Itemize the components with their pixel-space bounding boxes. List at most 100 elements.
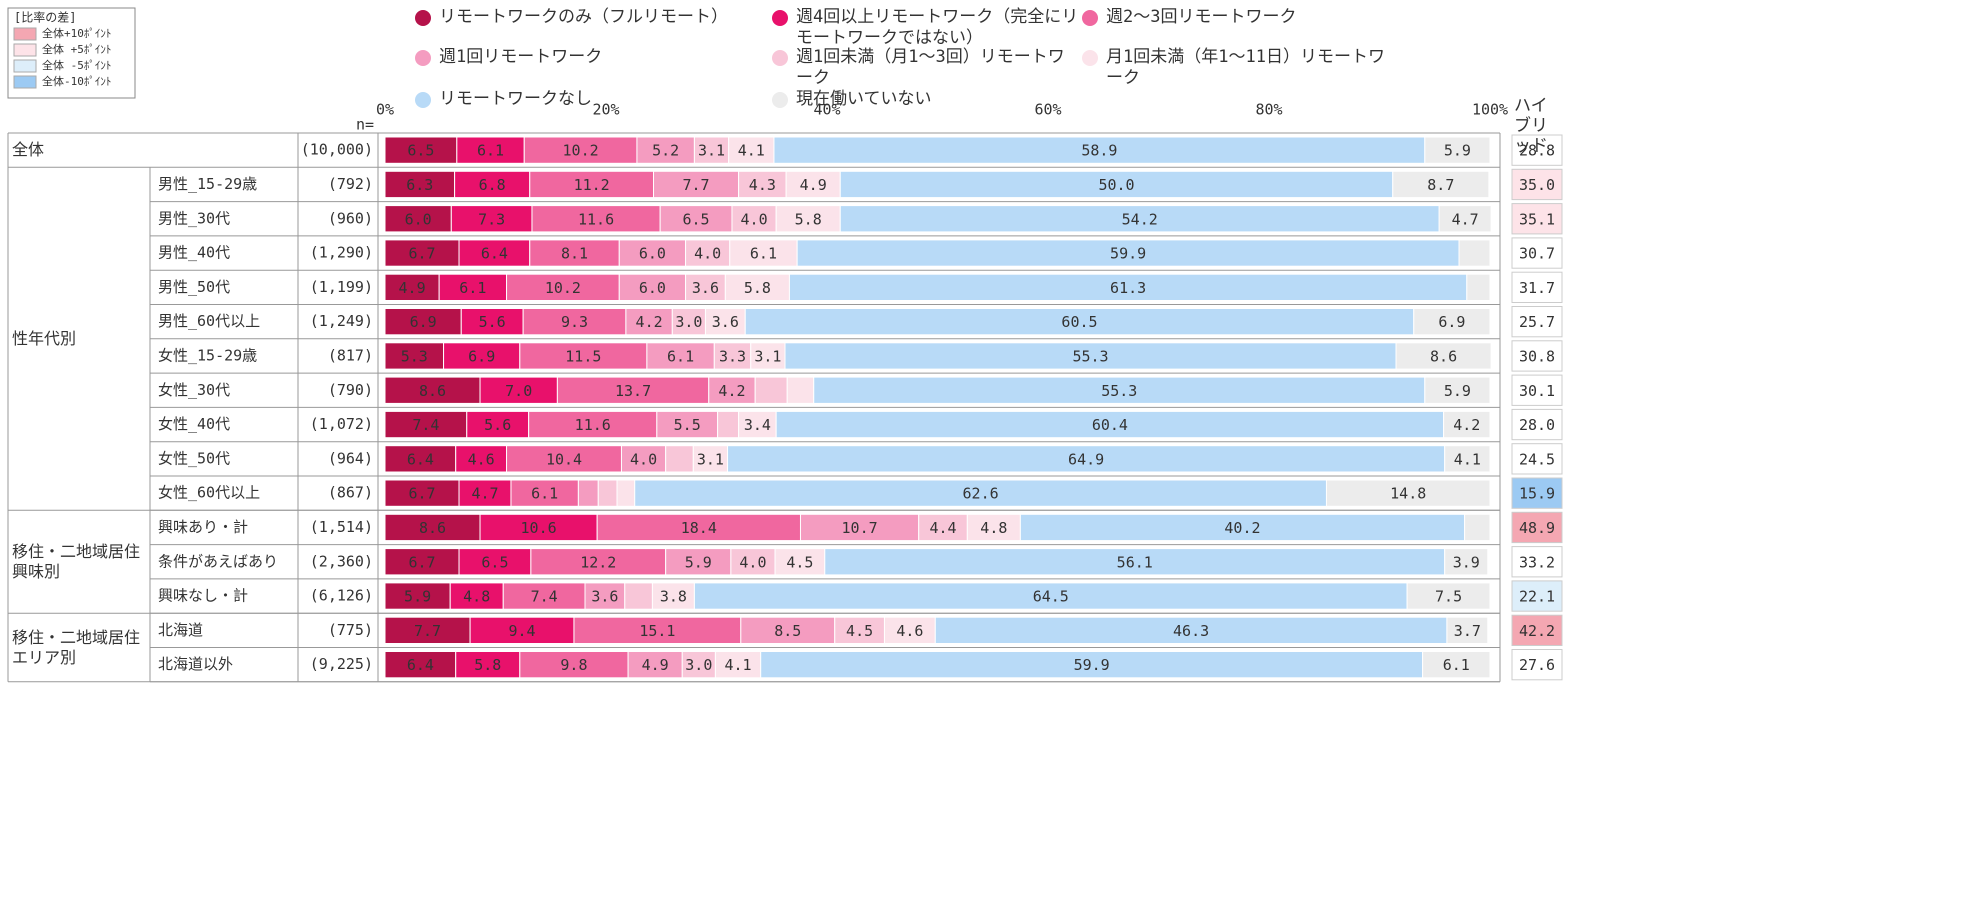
x-tick-label: 0% bbox=[376, 101, 394, 119]
hybrid-value: 28.0 bbox=[1519, 416, 1555, 434]
bar-segment bbox=[443, 342, 521, 370]
row-label: 男性_50代 bbox=[158, 278, 230, 296]
row-label: 興味あり・計 bbox=[158, 518, 248, 536]
bar-value-label: 4.2 bbox=[718, 382, 745, 400]
hybrid-cell bbox=[1511, 340, 1563, 372]
hybrid-cell bbox=[1511, 443, 1563, 475]
group-label: 全体 bbox=[12, 140, 45, 160]
bar-segment bbox=[883, 616, 936, 645]
legend-label: 週4回以上リモートワーク（完全にリモートワークではない） bbox=[796, 7, 1079, 48]
bar-value-label: 4.6 bbox=[896, 622, 923, 640]
bar-value-label: 6.3 bbox=[406, 176, 433, 194]
bar-segment bbox=[625, 308, 673, 336]
bar-value-label: 3.6 bbox=[712, 313, 739, 331]
bar-segment bbox=[1466, 273, 1491, 302]
bar-value-label: 64.5 bbox=[1033, 588, 1069, 606]
bar-segment bbox=[708, 376, 756, 404]
n-value: (964) bbox=[328, 449, 373, 467]
legend-marker bbox=[415, 92, 431, 108]
bar-value-label: 4.0 bbox=[630, 450, 657, 468]
bar-value-label: 4.0 bbox=[694, 245, 721, 263]
bar-segment bbox=[704, 308, 746, 336]
hybrid-value: 30.8 bbox=[1519, 347, 1555, 365]
bar-value-label: 12.2 bbox=[580, 553, 616, 571]
hybrid-cell bbox=[1511, 408, 1563, 441]
hybrid-cell bbox=[1511, 203, 1563, 235]
bar-segment bbox=[799, 513, 920, 542]
bar-value-label: 4.6 bbox=[468, 450, 495, 468]
bar-value-label: 8.5 bbox=[774, 622, 801, 640]
bar-value-label: 11.5 bbox=[565, 347, 601, 365]
bar-value-label: 8.6 bbox=[419, 519, 446, 537]
bar-value-label: 61.3 bbox=[1110, 279, 1146, 297]
bar-value-label: 5.8 bbox=[474, 656, 501, 674]
bar-segment bbox=[627, 651, 683, 679]
hybrid-cell bbox=[1511, 649, 1563, 681]
diff-legend-title: [比率の差] bbox=[14, 10, 76, 25]
legend-marker bbox=[1082, 10, 1098, 26]
bar-value-label: 5.3 bbox=[401, 347, 428, 365]
bar-value-label: 6.9 bbox=[468, 347, 495, 365]
n-header: n= bbox=[356, 116, 374, 134]
bar-value-label: 6.1 bbox=[459, 279, 486, 297]
bar-value-label: 7.4 bbox=[412, 416, 439, 434]
bar-value-label: 6.0 bbox=[639, 279, 666, 297]
bar-value-label: 60.5 bbox=[1061, 313, 1097, 331]
bar-value-label: 3.7 bbox=[1454, 622, 1481, 640]
legend-label: 月1回未満（年1～11日）リモートワーク bbox=[1106, 47, 1385, 88]
hybrid-cell bbox=[1511, 511, 1563, 544]
hybrid-value: 27.6 bbox=[1519, 656, 1555, 674]
bar-segment bbox=[773, 136, 1426, 164]
bar-value-label: 4.8 bbox=[463, 588, 490, 606]
bar-segment bbox=[531, 205, 661, 233]
bar-segment bbox=[651, 582, 695, 610]
bar-segment bbox=[813, 376, 1426, 404]
bar-value-label: 6.0 bbox=[405, 210, 432, 228]
bar-value-label: 10.4 bbox=[546, 450, 582, 468]
group-label: 移住・二地域居住興味別 bbox=[12, 541, 141, 581]
bar-segment bbox=[966, 513, 1021, 542]
hybrid-value: 25.7 bbox=[1519, 313, 1555, 331]
bar-segment bbox=[1422, 651, 1491, 679]
bar-value-label: 11.6 bbox=[575, 416, 611, 434]
x-tick-label: 20% bbox=[592, 101, 619, 119]
group-label: 性年代別 bbox=[12, 328, 77, 348]
bar-value-label: 4.7 bbox=[1452, 210, 1479, 228]
row-label: 北海道以外 bbox=[158, 655, 233, 673]
bar-value-label: 6.5 bbox=[683, 210, 710, 228]
x-tick-label: 60% bbox=[1034, 101, 1061, 119]
bar-value-label: 8.1 bbox=[561, 245, 588, 263]
bar-segment bbox=[510, 479, 579, 507]
bar-segment bbox=[1392, 170, 1490, 199]
bar-segment bbox=[460, 308, 524, 336]
bar-segment bbox=[384, 616, 471, 645]
hybrid-cell bbox=[1511, 546, 1563, 578]
hybrid-cell bbox=[1511, 306, 1563, 338]
bar-segment bbox=[1443, 410, 1491, 439]
bar-value-label: 3.6 bbox=[692, 279, 719, 297]
bar-segment bbox=[727, 445, 1446, 473]
bar-value-label: 5.2 bbox=[652, 142, 679, 160]
bar-value-label: 5.6 bbox=[484, 416, 511, 434]
bar-value-label: 62.6 bbox=[963, 485, 999, 503]
row-label: 女性_30代 bbox=[158, 381, 230, 399]
row-label: 興味なし・計 bbox=[158, 587, 248, 605]
hybrid-cell bbox=[1511, 168, 1563, 201]
bar-segment bbox=[384, 651, 457, 679]
hybrid-header: ハイブリッド bbox=[1514, 96, 1548, 156]
bar-segment bbox=[597, 479, 618, 507]
bar-value-label: 4.3 bbox=[749, 176, 776, 194]
bar-segment bbox=[618, 239, 687, 267]
bar-value-label: 58.9 bbox=[1081, 142, 1117, 160]
bar-value-label: 6.4 bbox=[407, 656, 434, 674]
n-value: (1,199) bbox=[310, 278, 373, 296]
bar-value-label: 6.8 bbox=[479, 176, 506, 194]
row-label: 女性_50代 bbox=[158, 449, 230, 467]
bar-value-label: 4.1 bbox=[725, 656, 752, 674]
bar-value-label: 59.9 bbox=[1074, 656, 1110, 674]
bar-value-label: 3.0 bbox=[675, 313, 702, 331]
bar-segment bbox=[1438, 205, 1492, 233]
bar-value-label: 5.9 bbox=[1444, 382, 1471, 400]
hybrid-value: 35.0 bbox=[1519, 176, 1555, 194]
